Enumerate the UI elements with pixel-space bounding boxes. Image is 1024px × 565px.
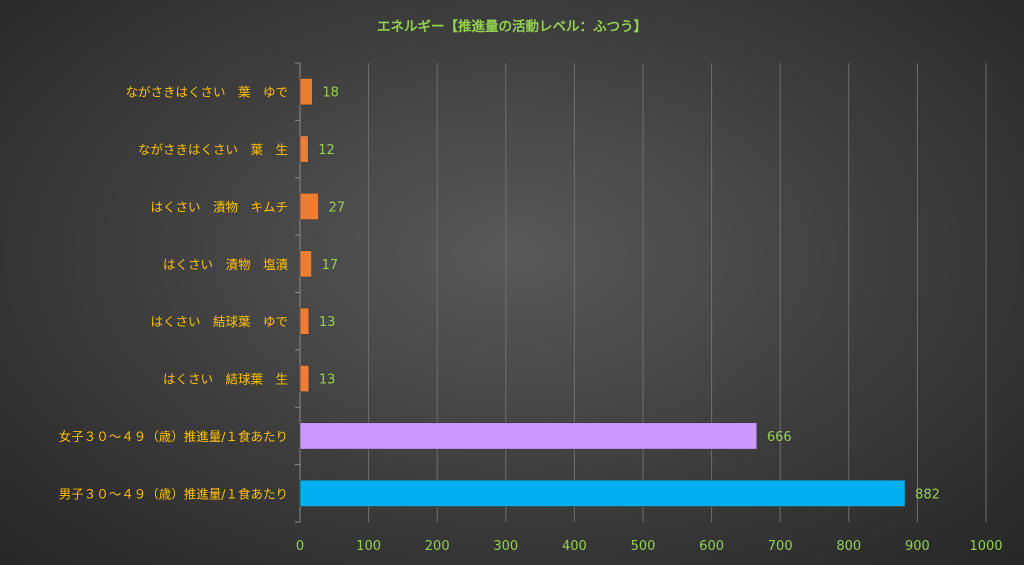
data-label: 27: [329, 200, 346, 215]
data-label: 17: [322, 258, 339, 273]
bar: [299, 365, 310, 393]
bar: [299, 422, 758, 450]
category-label: はくさい 漬物 キムチ: [150, 199, 288, 214]
bar: [299, 192, 319, 220]
data-label: 666: [767, 430, 792, 445]
bar: [299, 78, 313, 106]
data-label: 13: [319, 315, 336, 330]
x-tick-label: 400: [562, 539, 587, 554]
category-label: 女子３０～４９（歳）推進量/１食あたり: [59, 429, 288, 444]
x-tick-label: 0: [296, 539, 304, 554]
data-label: 18: [322, 86, 339, 101]
category-label: はくさい 結球葉 生: [163, 372, 288, 387]
bar: [299, 307, 310, 335]
data-label: 12: [318, 143, 335, 158]
data-label: 882: [915, 487, 940, 502]
x-tick-label: 500: [631, 539, 656, 554]
category-label: ながさきはくさい 葉 生: [138, 142, 288, 157]
category-label: はくさい 結球葉 ゆで: [150, 314, 288, 329]
bar: [299, 135, 309, 163]
bars: [299, 78, 906, 507]
bar: [299, 250, 312, 278]
chart-title: エネルギー【推進量の活動レベル：ふつう】: [377, 18, 647, 35]
data-labels: 18 12 27 17 13 13 666 882: [318, 86, 940, 503]
x-tick-label: 600: [699, 539, 724, 554]
x-tick-label: 100: [356, 539, 381, 554]
x-tick-label: 900: [905, 539, 930, 554]
x-tick-label: 200: [425, 539, 450, 554]
gridlines: [295, 62, 987, 523]
category-label: ながさきはくさい 葉 ゆで: [125, 85, 288, 100]
x-tick-label: 1000: [969, 539, 1002, 554]
x-tick-label: 800: [836, 539, 861, 554]
x-axis-tick-labels: 0 100 200 300 400 500 600 700 800 900 1000: [296, 539, 1003, 554]
data-label: 13: [319, 373, 336, 388]
x-tick-label: 300: [493, 539, 518, 554]
x-tick-label: 700: [768, 539, 793, 554]
bar: [299, 479, 906, 507]
category-label: はくさい 漬物 塩漬: [163, 257, 289, 272]
category-label: 男子３０～４９（歳）推進量/１食あたり: [59, 486, 288, 501]
